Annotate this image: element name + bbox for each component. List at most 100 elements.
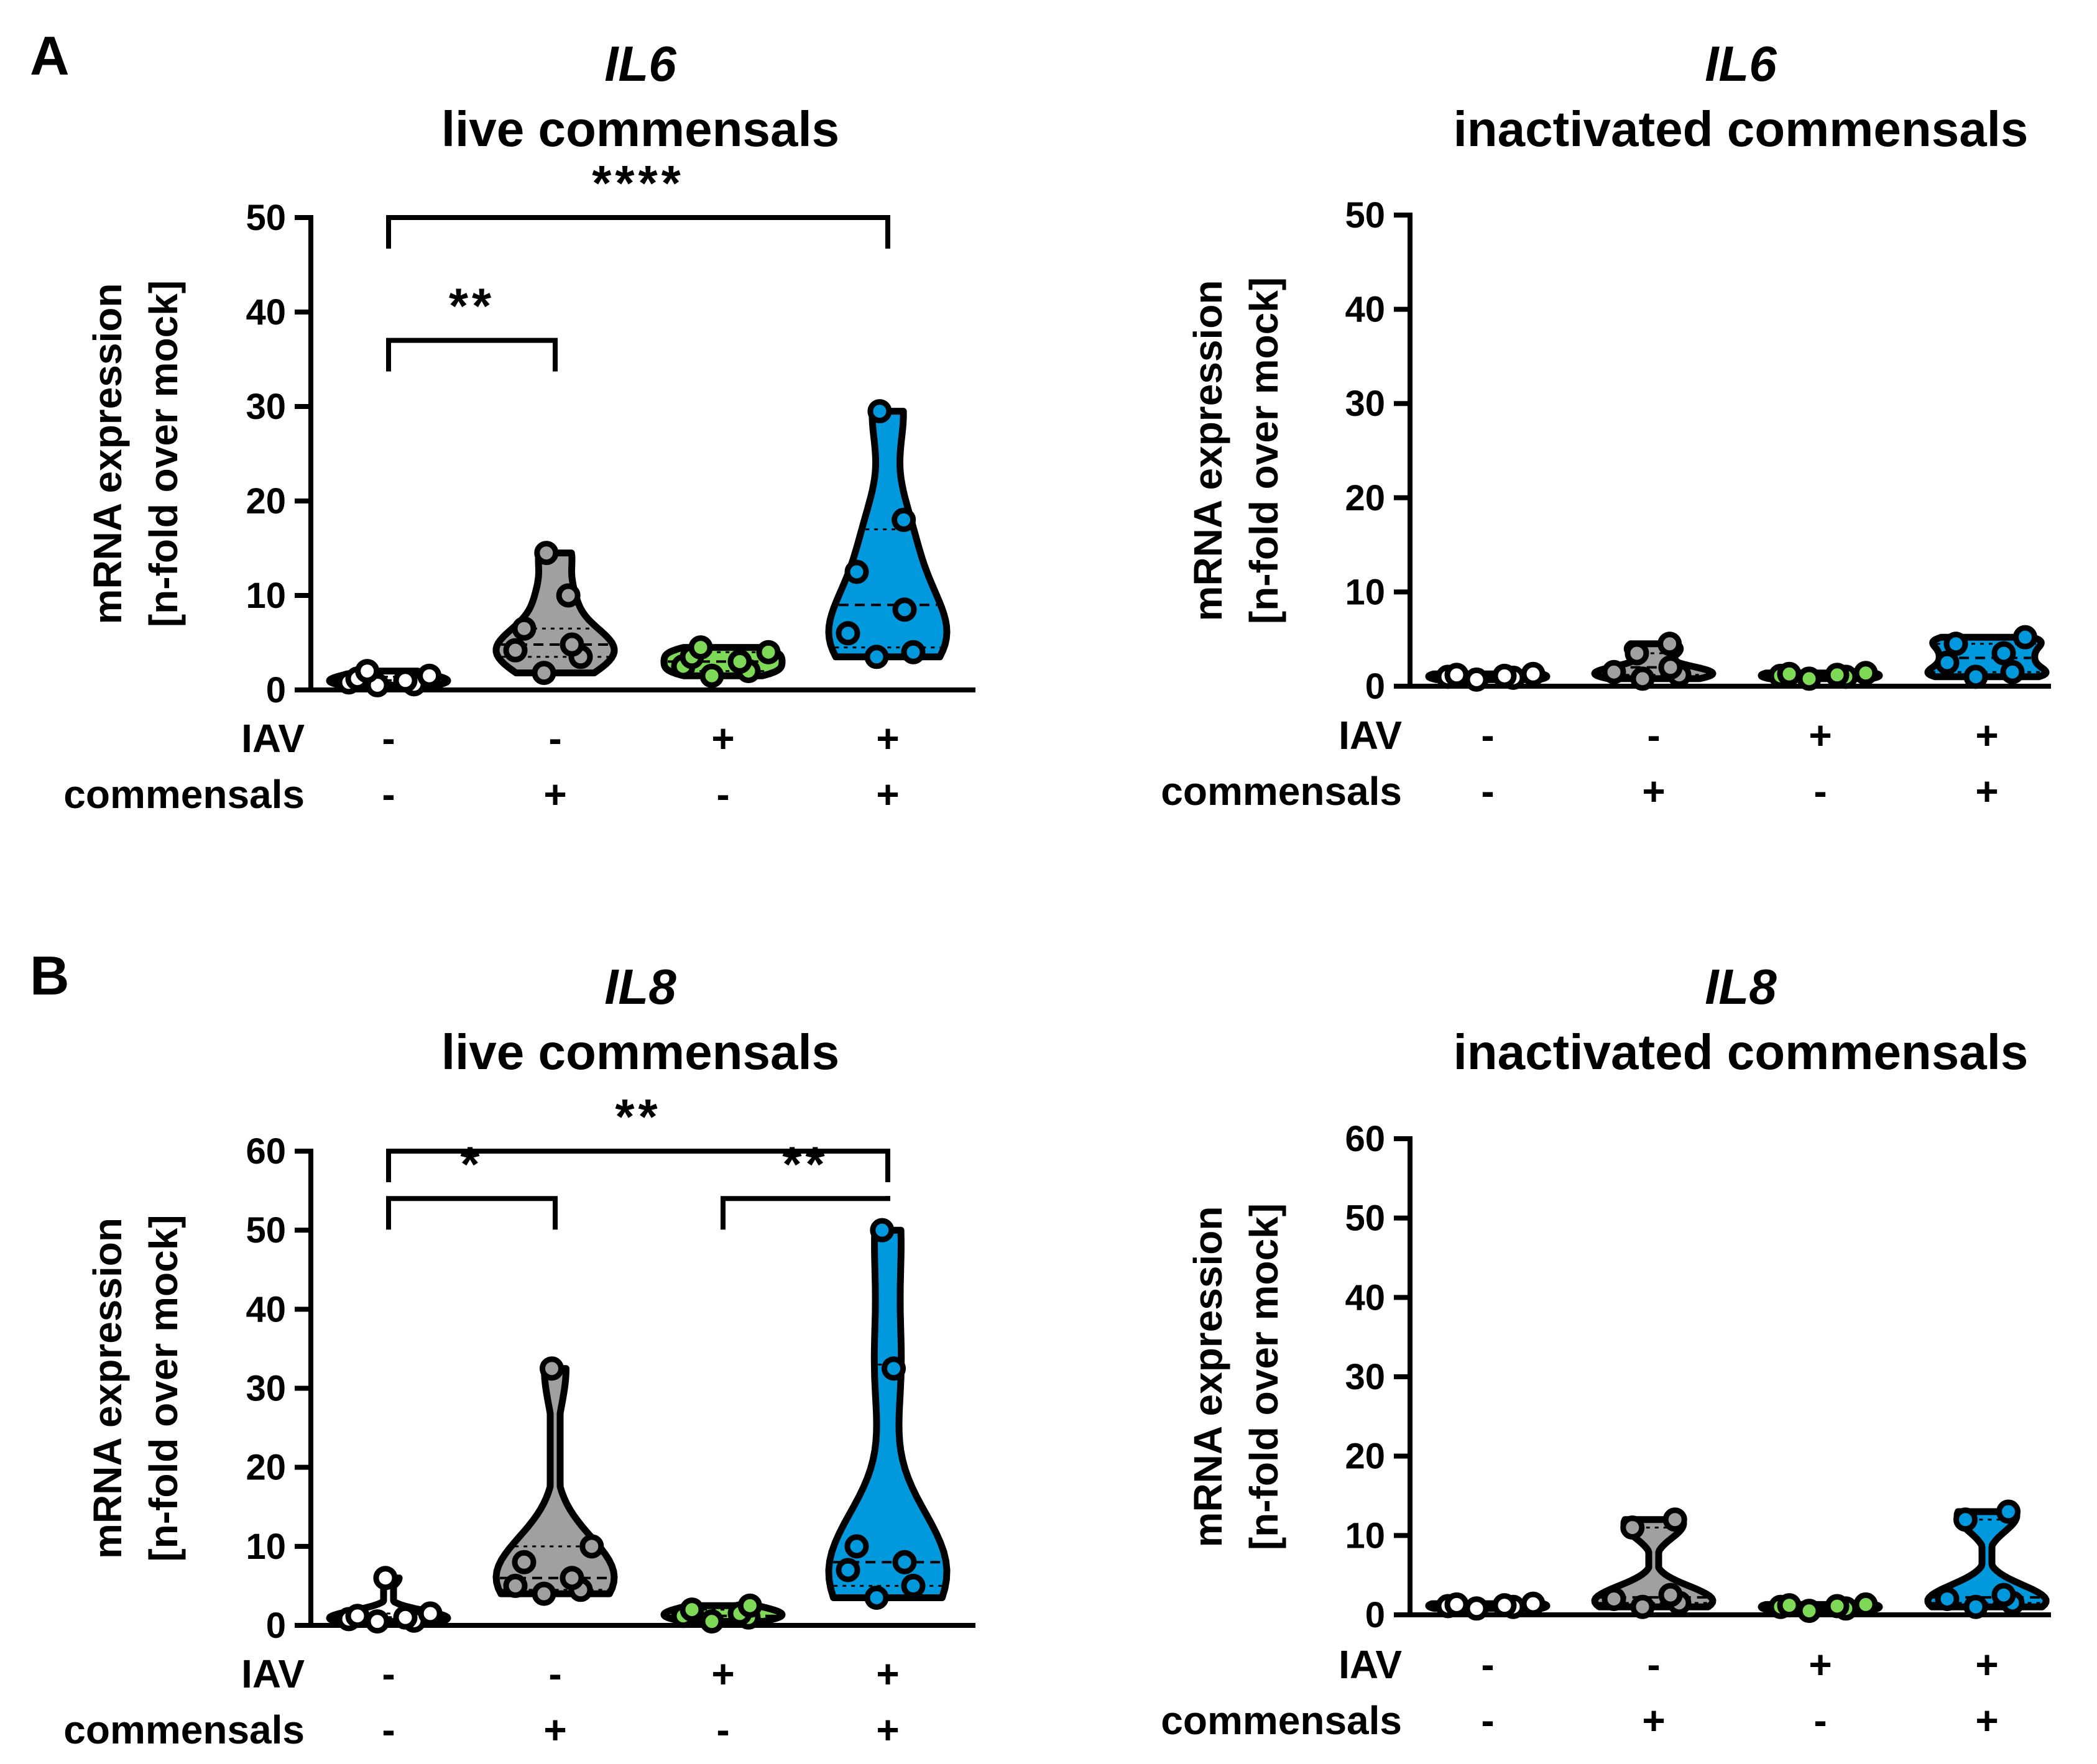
data-point: [1657, 632, 1682, 656]
chart-il6-inactivated: IL6 inactivated commensals mRNA expression…: [1161, 36, 2051, 814]
data-point: [1953, 1507, 1978, 1532]
y-tick-label: 40: [246, 292, 286, 333]
data-point: [1625, 641, 1649, 666]
y-tick-label: 50: [1345, 195, 1385, 236]
y-tick-label: 10: [246, 1527, 286, 1567]
data-point: [892, 597, 917, 622]
commensals-symbol: +: [876, 772, 899, 817]
y-tick-label: 10: [1345, 572, 1385, 612]
significance-bracket: [386, 338, 558, 372]
iav-symbol: +: [1809, 1642, 1832, 1687]
iav-symbol: -: [1647, 1642, 1660, 1687]
commensals-symbol: +: [543, 772, 566, 817]
data-point: [901, 1573, 926, 1598]
y-axis-label: mRNA expression: [85, 1218, 130, 1559]
commensals-symbol: -: [382, 772, 395, 817]
data-point: [1444, 1592, 1469, 1617]
data-point: [737, 1593, 762, 1618]
commensals-symbol: +: [1642, 769, 1665, 814]
y-tick-label: 40: [1345, 1277, 1385, 1318]
data-point: [892, 1550, 917, 1574]
data-point: [1620, 1515, 1645, 1540]
data-point: [1943, 632, 1968, 656]
data-point: [844, 559, 869, 584]
iav-row-label: IAV: [241, 716, 305, 761]
iav-symbol: -: [548, 716, 561, 761]
data-point: [1991, 641, 2016, 666]
significance-bracket: [386, 1149, 890, 1182]
y-tick-label: 50: [1345, 1198, 1385, 1239]
y-axis-label-unit: [n-fold over mock]: [141, 280, 186, 627]
data-point: [1935, 1586, 1960, 1611]
iav-symbol: +: [711, 1651, 734, 1696]
y-tick-label: 0: [266, 670, 286, 710]
data-point: [1492, 663, 1517, 688]
iav-symbol: -: [1481, 1642, 1494, 1687]
data-point: [579, 1534, 604, 1559]
data-point: [867, 399, 892, 424]
chart-il8-live: IL8 live commensals mRNA expression [n-fold…: [63, 959, 975, 1752]
commensals-row-label: commensals: [63, 772, 305, 817]
iav-row-label: IAV: [241, 1651, 305, 1696]
iav-symbol: -: [548, 1651, 561, 1696]
y-tick-label: 20: [246, 1448, 286, 1488]
data-point: [1662, 1507, 1687, 1532]
commensals-row-label: commensals: [1161, 1698, 1402, 1743]
commensals-row-label: commensals: [63, 1707, 305, 1752]
data-point: [1464, 1596, 1489, 1621]
significance-bracket: [721, 1196, 890, 1230]
data-point: [1444, 663, 1469, 687]
panel-letter-a: A: [30, 25, 70, 86]
commensals-symbol: +: [1642, 1698, 1665, 1743]
data-point: [1825, 663, 1850, 687]
commensals-symbol: -: [382, 1707, 395, 1752]
significance-label: **: [615, 1089, 661, 1144]
significance-bracket: [386, 215, 890, 249]
data-point: [560, 632, 584, 657]
data-point: [355, 659, 380, 684]
data-point: [699, 1609, 724, 1634]
commensals-symbol: +: [876, 1707, 899, 1752]
data-point: [1658, 655, 1683, 680]
data-point: [1991, 1583, 2016, 1607]
data-point: [864, 645, 889, 669]
commensals-symbol: +: [1975, 769, 1998, 814]
data-point: [680, 1597, 704, 1622]
data-point: [365, 1609, 390, 1634]
data-point: [1777, 1593, 1802, 1618]
significance-label: **: [782, 1136, 828, 1192]
data-point: [836, 1558, 860, 1583]
data-point: [503, 638, 528, 663]
data-point: [534, 541, 559, 566]
y-tick-label: 40: [1345, 290, 1385, 330]
y-tick-label: 30: [246, 1369, 286, 1409]
iav-symbol: -: [1481, 713, 1494, 758]
iav-symbol: +: [876, 1651, 899, 1696]
chart-subtitle: inactivated commensals: [1454, 101, 2029, 157]
data-point: [1492, 1593, 1517, 1618]
data-point: [503, 1573, 528, 1598]
y-tick-label: 20: [1345, 478, 1385, 518]
data-point: [512, 616, 537, 641]
y-tick-label: 60: [1345, 1119, 1385, 1159]
y-tick-label: 30: [1345, 384, 1385, 424]
commensals-row-label: commensals: [1161, 769, 1402, 814]
y-tick-label: 0: [1365, 1595, 1385, 1635]
data-point: [560, 1566, 584, 1591]
y-tick-label: 30: [246, 387, 286, 427]
significance-label: ****: [592, 155, 684, 211]
data-point: [688, 635, 713, 660]
y-axis-label-unit: [n-fold over mock]: [141, 1215, 186, 1561]
y-tick-label: 50: [246, 198, 286, 238]
data-point: [393, 1605, 418, 1630]
data-point: [1853, 1592, 1878, 1617]
commensals-symbol: -: [1481, 1698, 1494, 1743]
data-point: [532, 661, 556, 686]
data-point: [373, 1566, 398, 1591]
data-point: [844, 1534, 869, 1559]
data-point: [512, 1550, 537, 1574]
commensals-symbol: +: [1975, 1698, 1998, 1743]
data-point: [1853, 661, 1878, 686]
chart-il8-inactivated: IL8 inactivated commensals mRNA expression…: [1161, 959, 2051, 1743]
